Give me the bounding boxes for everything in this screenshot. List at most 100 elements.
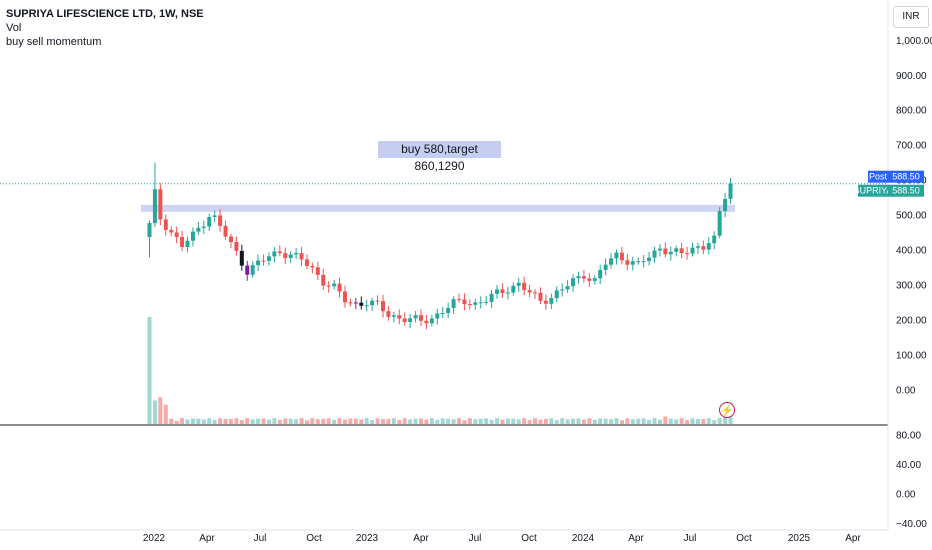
time-tick-label: Apr (199, 533, 215, 544)
time-tick-label: 2023 (356, 533, 379, 544)
volume-bar (571, 418, 576, 424)
candle-body (712, 235, 717, 244)
candle-body (326, 285, 331, 287)
candle-body (277, 251, 282, 254)
volume-bar (370, 420, 375, 424)
candle-body (163, 219, 168, 230)
candle-body (717, 211, 722, 236)
candle-body (511, 285, 516, 293)
legend-indicator[interactable]: buy sell momentum (6, 36, 102, 48)
candle-body (218, 215, 223, 226)
volume-bar (397, 420, 402, 424)
candle-body (256, 260, 261, 266)
candle-body (560, 289, 565, 291)
legend-volume[interactable]: Vol (6, 22, 22, 34)
candle-body (636, 261, 641, 263)
candle-body (592, 278, 597, 281)
candle-body (614, 252, 619, 259)
candle-body (674, 248, 679, 252)
volume-bar (603, 418, 608, 424)
volume-bar (299, 418, 304, 424)
volume-bar (527, 420, 532, 424)
candle-body (180, 237, 185, 247)
candle-body (288, 254, 293, 259)
volume-bar (690, 418, 695, 424)
candle-body (625, 260, 630, 265)
volume-bar (560, 418, 565, 424)
volume-bar (174, 420, 179, 424)
volume-bar (647, 419, 652, 424)
symbol-tag-label-bg (858, 184, 888, 197)
time-tick-label: Apr (628, 533, 644, 544)
volume-bar (484, 418, 489, 424)
axis-settings-button[interactable] (885, 540, 925, 550)
post-tag-value-bg (888, 170, 924, 183)
candle-body (706, 243, 711, 250)
volume-bar (505, 418, 510, 424)
candle-body (375, 300, 380, 302)
candle-body (370, 300, 375, 306)
legend-title[interactable]: SUPRIYA LIFESCIENCE LTD, 1W, NSE (6, 8, 204, 20)
candle-body (353, 302, 358, 304)
price-tick-label: 500.00 (896, 211, 927, 222)
time-tick-label: Oct (521, 533, 537, 544)
volume-bar (180, 418, 185, 424)
volume-bar (419, 418, 423, 424)
flash-icon[interactable]: ⚡ (719, 402, 735, 418)
volume-bar (283, 418, 288, 424)
volume-bar (310, 418, 315, 424)
volume-bar (326, 418, 331, 424)
volume-bar (587, 418, 592, 424)
volume-bar (353, 418, 358, 424)
candle-body (533, 292, 538, 294)
volume-bar (478, 418, 483, 424)
volume-bar (581, 419, 586, 424)
volume-bar (239, 420, 244, 424)
volume-bar (543, 418, 548, 424)
candle-body (342, 291, 347, 303)
candle-body (538, 292, 543, 301)
time-tick-label: Jul (469, 533, 482, 544)
candle-body (294, 253, 299, 255)
candle-body (196, 227, 201, 232)
candle-body (169, 229, 174, 233)
currency-button[interactable]: INR (893, 6, 929, 28)
price-tick-label: 400.00 (896, 246, 927, 257)
volume-bar (674, 419, 679, 424)
volume-bar (169, 418, 174, 424)
volume-bar (679, 418, 684, 424)
annotation-label[interactable]: buy 580,target 860,1290 (378, 141, 501, 173)
volume-bar (695, 418, 700, 424)
volume-bar (256, 418, 261, 424)
candle-body (505, 292, 510, 294)
volume-bar (190, 418, 195, 424)
candle-body (359, 302, 364, 306)
candle-body (576, 276, 581, 279)
volume-bar (147, 317, 152, 424)
volume-bar (223, 418, 228, 424)
candle-body (272, 251, 277, 257)
candle-body (261, 260, 266, 262)
price-tick-label: 900.00 (896, 71, 927, 82)
volume-bar (538, 419, 543, 424)
volume-bar (565, 419, 570, 424)
candle-body (147, 223, 152, 238)
volume-bar (706, 418, 711, 424)
volume-bar (576, 418, 581, 424)
volume-bar (212, 420, 217, 424)
candle-body (679, 248, 684, 254)
candle-body (641, 261, 646, 263)
candle-body (609, 258, 614, 265)
volume-bar (288, 418, 293, 424)
candle-body (446, 307, 451, 314)
volume-bar (321, 418, 326, 424)
volume-bar (592, 419, 597, 424)
candle-body (402, 318, 407, 322)
volume-bar (272, 418, 277, 424)
candle-body (701, 246, 706, 250)
candle-body (429, 318, 434, 324)
volume-bar (402, 418, 407, 424)
candle-body (489, 293, 494, 302)
